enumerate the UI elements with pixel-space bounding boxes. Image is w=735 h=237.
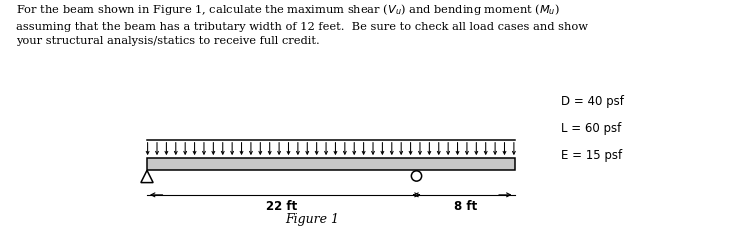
Text: For the beam shown in Figure 1, calculate the maximum shear ($V_u$) and bending : For the beam shown in Figure 1, calculat… (16, 2, 588, 46)
Text: Figure 1: Figure 1 (285, 213, 340, 226)
Text: D = 40 psf: D = 40 psf (561, 95, 623, 108)
Text: 22 ft: 22 ft (266, 200, 298, 213)
Text: L = 60 psf: L = 60 psf (561, 122, 621, 135)
Text: 8 ft: 8 ft (454, 200, 477, 213)
Text: E = 15 psf: E = 15 psf (561, 149, 622, 162)
Bar (147, 158, 514, 170)
